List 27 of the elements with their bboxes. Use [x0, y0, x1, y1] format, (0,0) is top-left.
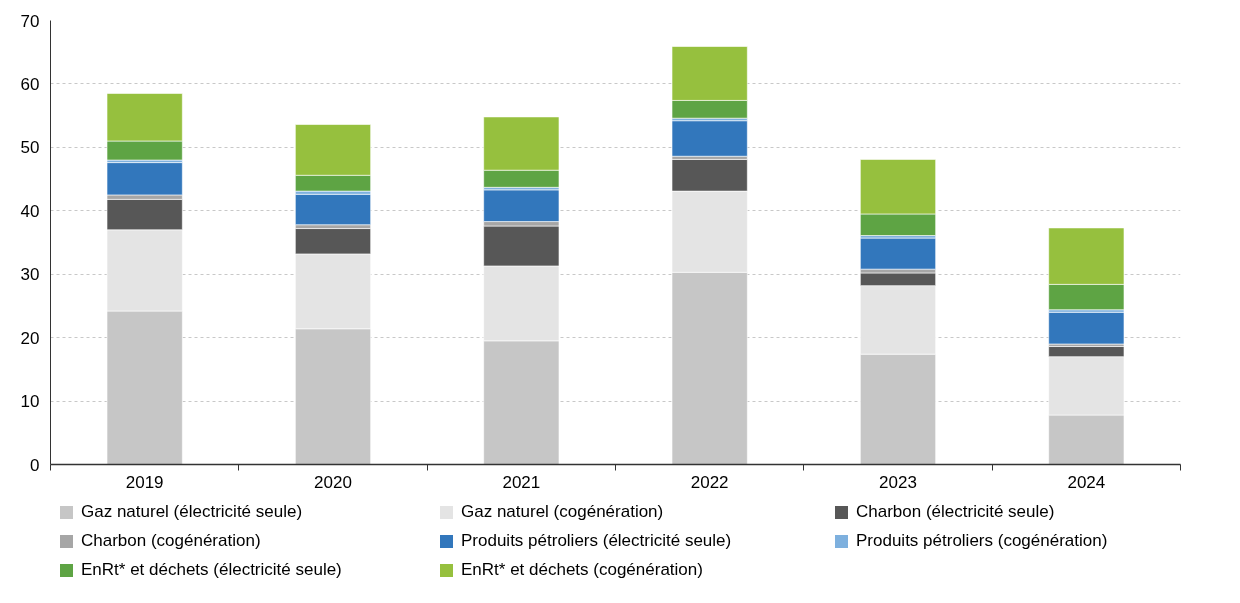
y-tick-label: 50 — [20, 138, 40, 158]
y-tick-label: 40 — [20, 201, 40, 221]
x-tick-label: 2020 — [314, 472, 352, 492]
x-tick-label: 2022 — [690, 472, 729, 492]
y-tick-label: 70 — [20, 11, 40, 31]
legend-label: Produits pétroliers (électricité seule) — [461, 530, 732, 553]
legend-label: Produits pétroliers (cogénération) — [856, 530, 1108, 553]
legend-label: Charbon (cogénération) — [81, 530, 261, 553]
legend-label: EnRt* et déchets (cogénération) — [461, 559, 703, 582]
x-tick-label: 2019 — [125, 472, 164, 492]
legend-label: Gaz naturel (cogénération) — [461, 501, 664, 524]
y-tick-label: 60 — [20, 74, 40, 94]
x-tick-label: 2021 — [502, 472, 541, 492]
x-tick-label: 2023 — [879, 472, 917, 492]
y-tick-label: 0 — [30, 455, 40, 475]
legend-label: Gaz naturel (électricité seule) — [81, 501, 303, 524]
bar — [1048, 311, 1125, 345]
bar — [295, 193, 371, 226]
bar — [860, 237, 936, 270]
bar — [106, 162, 183, 196]
x-tick-label: 2024 — [1067, 472, 1106, 492]
bar — [671, 120, 748, 157]
legend-label: Charbon (électricité seule) — [856, 501, 1055, 524]
legend-label: EnRt* et déchets (électricité seule) — [81, 559, 342, 582]
y-tick-label: 20 — [20, 328, 40, 348]
y-tick-label: 30 — [20, 265, 40, 285]
y-tick-label: 10 — [20, 392, 40, 412]
